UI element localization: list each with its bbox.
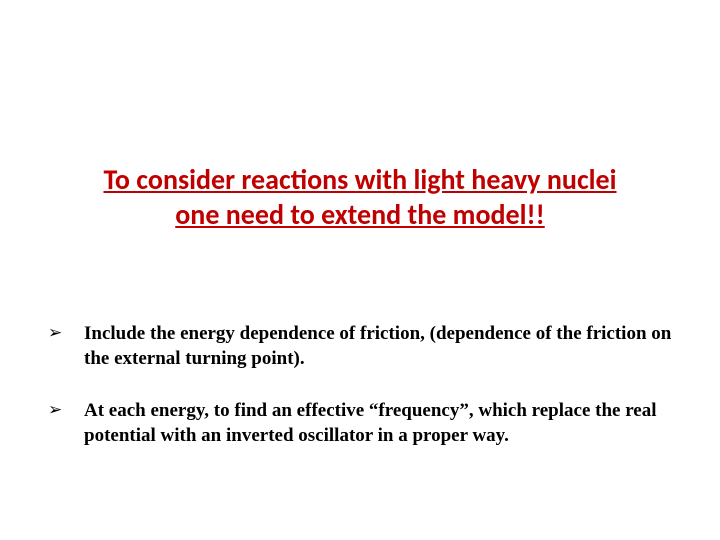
bullet-list: ➢ Include the energy dependence of frict… [48, 322, 672, 477]
slide-heading: To consider reactions with light heavy n… [0, 162, 720, 232]
chevron-right-icon: ➢ [48, 322, 84, 345]
list-item: ➢ At each energy, to find an effective “… [48, 399, 672, 448]
bullet-text: Include the energy dependence of frictio… [84, 322, 672, 371]
chevron-right-icon: ➢ [48, 399, 84, 422]
bullet-text: At each energy, to find an effective “fr… [84, 399, 672, 448]
list-item: ➢ Include the energy dependence of frict… [48, 322, 672, 371]
heading-line-1: To consider reactions with light heavy n… [103, 162, 616, 197]
slide-container: To consider reactions with light heavy n… [0, 0, 720, 540]
heading-line-2: one need to extend the model!! [175, 197, 544, 232]
